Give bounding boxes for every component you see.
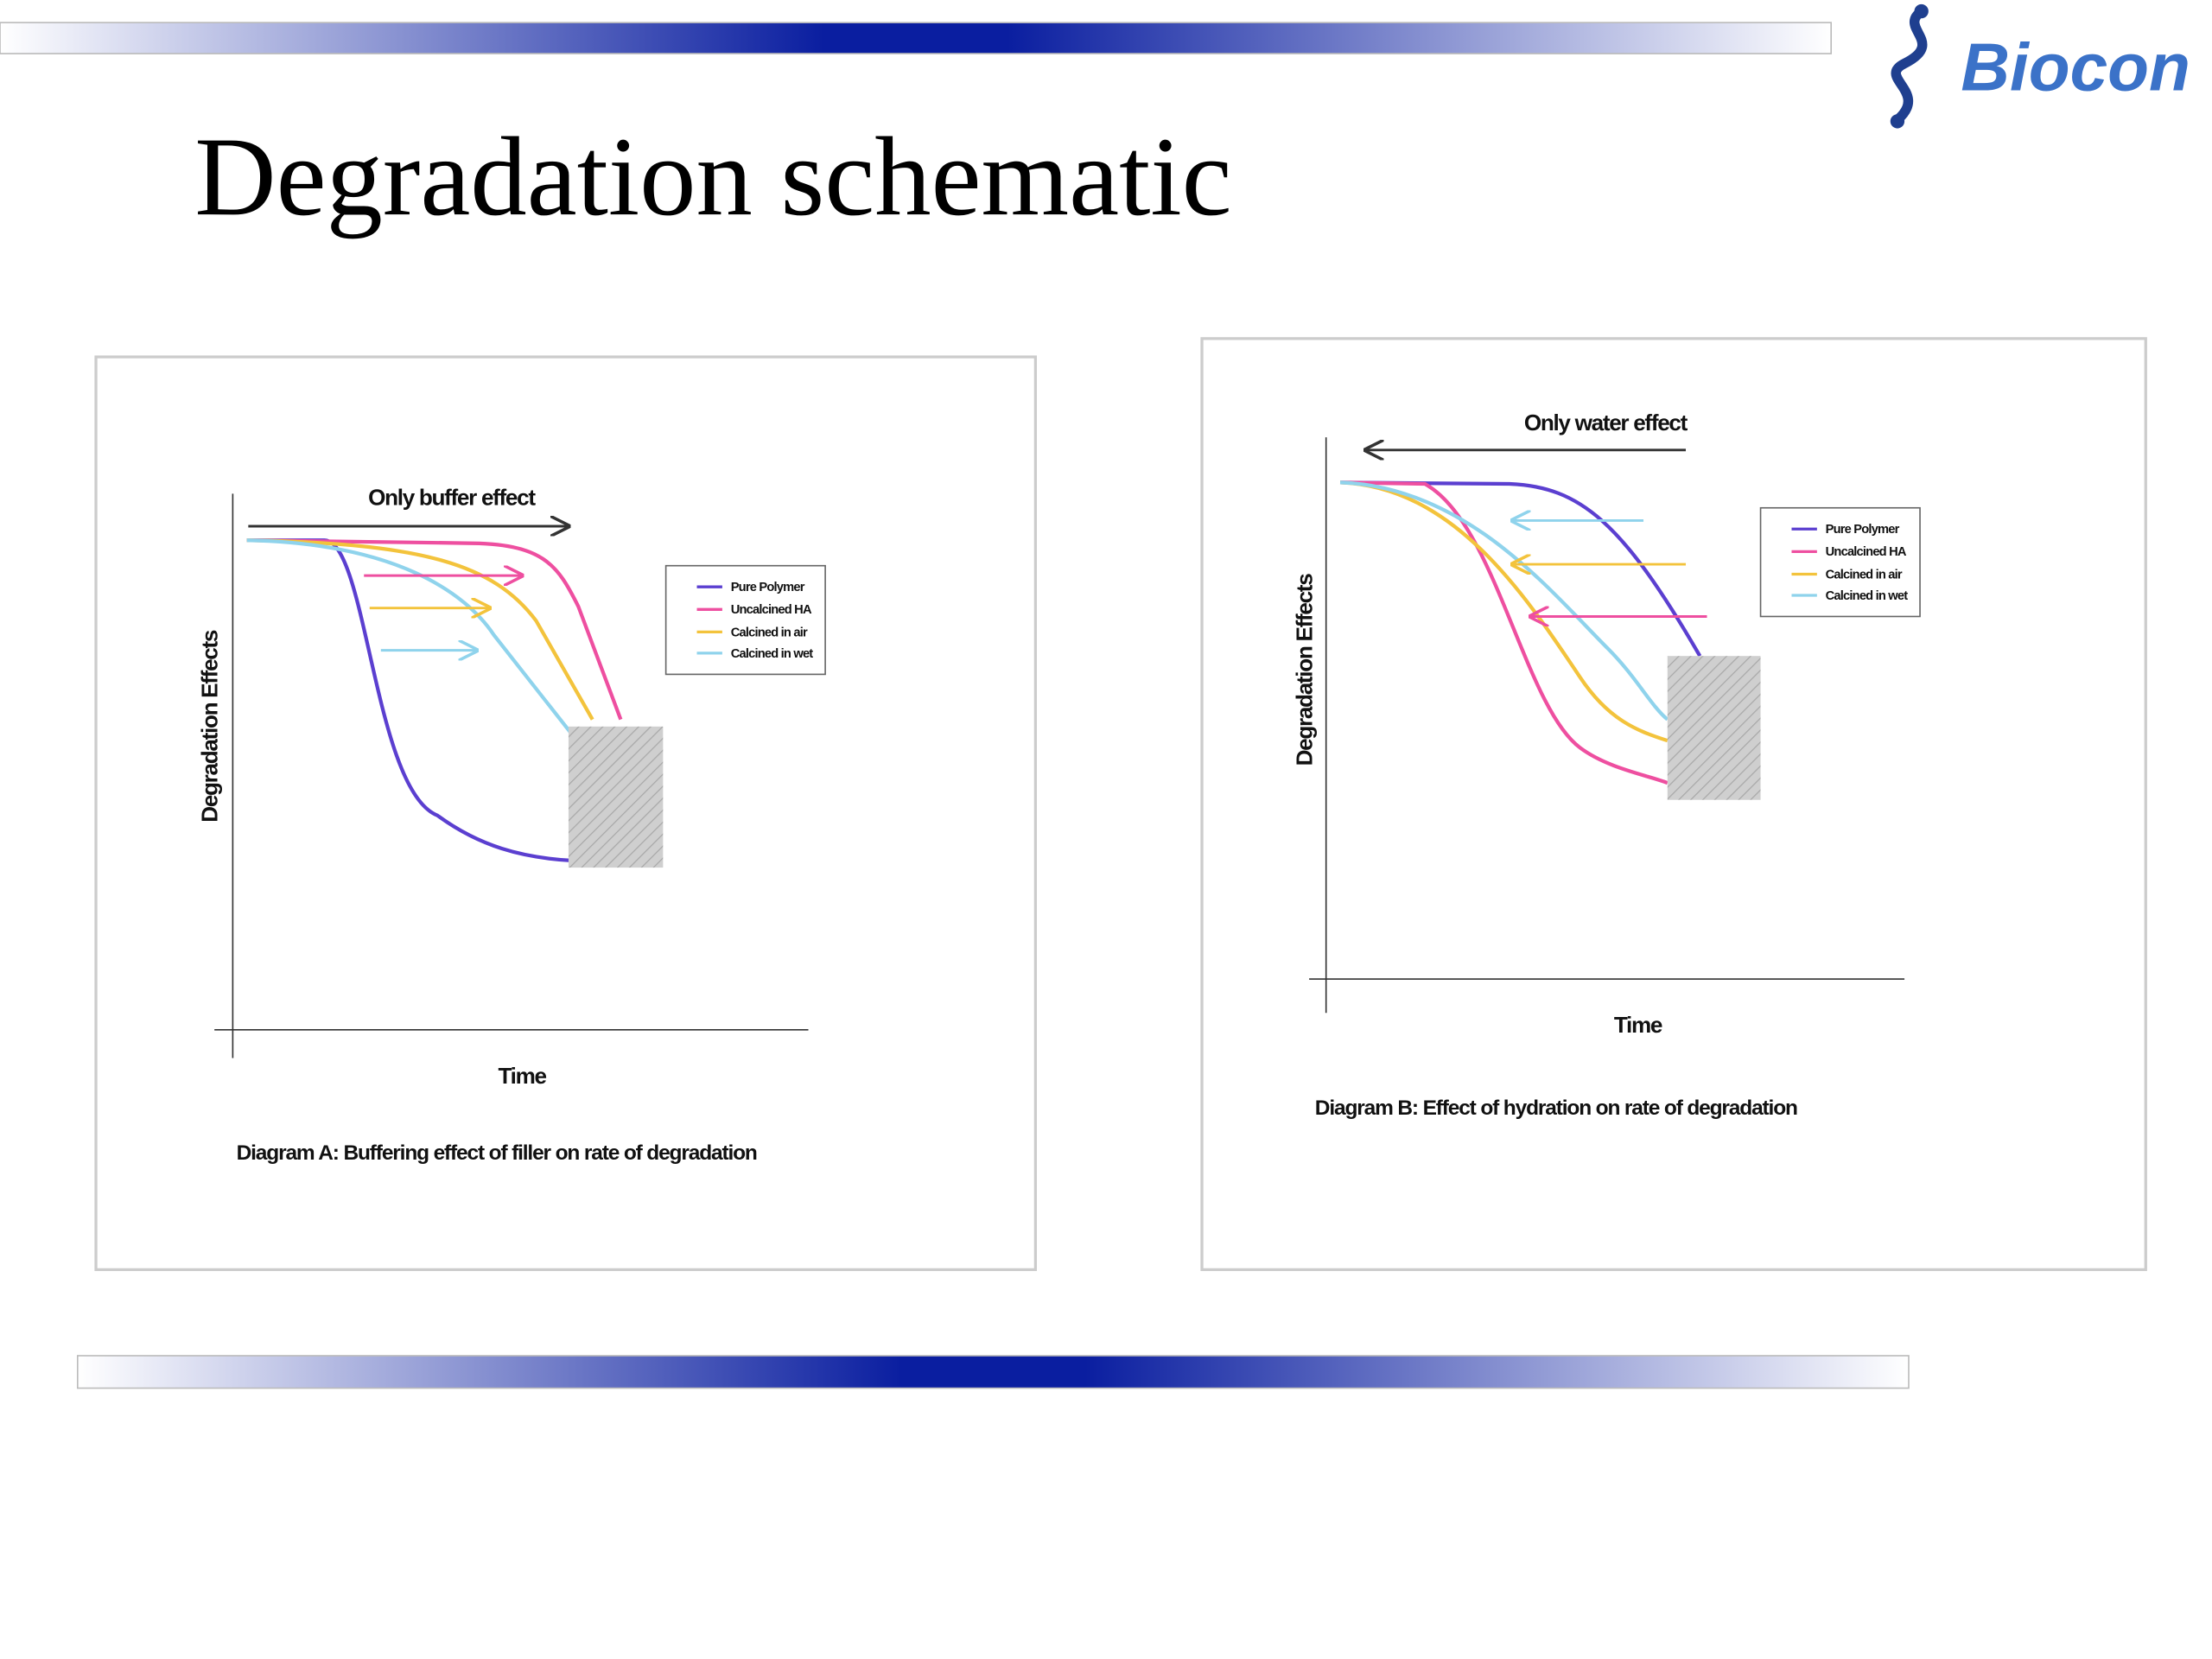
- diagram-a: Only buffer effect Degradation Effects T…: [94, 355, 1037, 1272]
- title: Degradation schematic: [194, 115, 1231, 239]
- logo-icon: [1891, 7, 1928, 124]
- curve: [1339, 480, 1669, 743]
- legend: [664, 564, 826, 676]
- logo-dot: [1914, 3, 1929, 19]
- legend-entry: Calcined in wet: [731, 647, 814, 661]
- curve: [246, 538, 572, 863]
- curve: [246, 538, 594, 721]
- logo-text: Biocon: [1961, 29, 2190, 105]
- frame: [94, 355, 1037, 1272]
- logo: Biocon: [1890, 3, 2190, 129]
- bottom-bar: [76, 1355, 1910, 1389]
- y-label: Degradation Effects: [196, 630, 222, 823]
- legend: [1759, 506, 1921, 618]
- hatched-region: [1667, 656, 1761, 800]
- legend-entry: Pure Polymer: [731, 581, 805, 594]
- hatched-region: [568, 726, 664, 868]
- diagram-b: Only water effect Degradation Effects Ti…: [1200, 337, 2147, 1272]
- logo-dot: [1890, 114, 1905, 129]
- annotation: Only buffer effect: [368, 484, 536, 510]
- caption: Diagram A: Buffering effect of filler on…: [237, 1141, 757, 1165]
- legend-entry: Pure Polymer: [1826, 523, 1900, 537]
- curve: [1340, 480, 1702, 658]
- caption: Diagram B: Effect of hydration on rate o…: [1315, 1096, 1797, 1120]
- legend-entry: Uncalcined HA: [1826, 545, 1907, 559]
- x-label: Time: [498, 1063, 546, 1089]
- x-label: Time: [1614, 1012, 1662, 1038]
- legend-entry: Uncalcined HA: [731, 603, 812, 617]
- annotation: Only water effect: [1524, 410, 1688, 435]
- legend-entry: Calcined in air: [731, 626, 808, 639]
- curve: [246, 538, 623, 721]
- top-bar: [0, 22, 1832, 54]
- legend-entry: Calcined in wet: [1826, 589, 1909, 603]
- legend-entry: Calcined in air: [1826, 568, 1903, 582]
- frame: [1200, 337, 2147, 1272]
- y-label: Degradation Effects: [1291, 574, 1317, 766]
